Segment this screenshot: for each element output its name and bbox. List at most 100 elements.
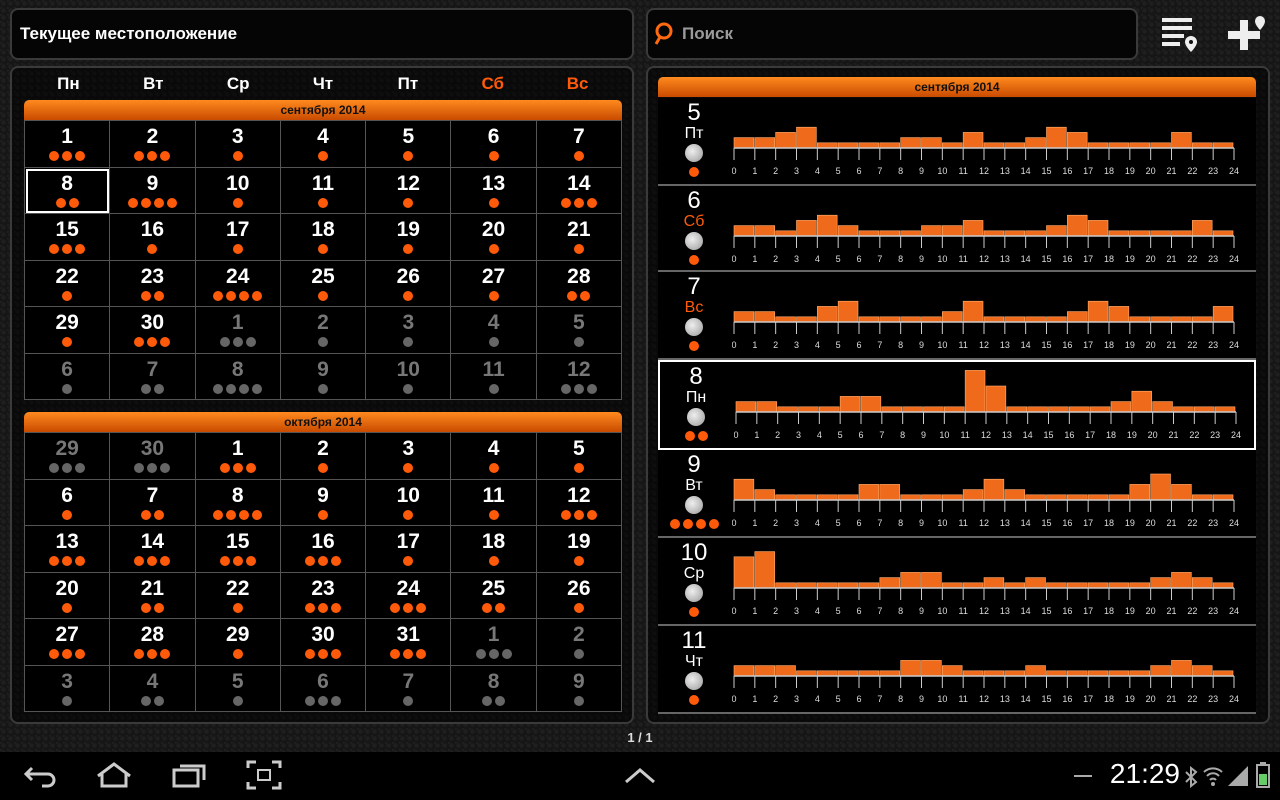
calendar-day-cell[interactable]: 4 — [451, 307, 537, 354]
calendar-day-cell[interactable]: 28 — [536, 260, 622, 307]
calendar-day-cell[interactable]: 21 — [536, 214, 622, 261]
calendar-day-cell[interactable]: 23 — [280, 572, 367, 619]
back-icon[interactable] — [22, 760, 58, 790]
calendar-day-cell[interactable]: 22 — [195, 572, 281, 619]
calendar-day-cell[interactable]: 18 — [280, 214, 367, 261]
calendar-day-cell[interactable]: 24 — [366, 572, 452, 619]
calendar-day-cell[interactable]: 16 — [110, 214, 196, 261]
calendar-day-cell[interactable]: 6 — [25, 353, 111, 400]
calendar-day-cell[interactable]: 30 — [280, 619, 367, 666]
calendar-day-cell[interactable]: 17 — [366, 526, 452, 573]
calendar-day-cell[interactable]: 8 — [451, 665, 537, 712]
calendar-day-cell[interactable]: 15 — [195, 526, 281, 573]
calendar-day-cell[interactable]: 6 — [25, 479, 111, 526]
calendar-day-cell[interactable]: 28 — [110, 619, 196, 666]
calendar-day-cell[interactable]: 1 — [195, 307, 281, 354]
calendar-day-cell[interactable]: 7 — [110, 479, 196, 526]
calendar-day-cell[interactable]: 27 — [451, 260, 537, 307]
calendar-day-cell[interactable]: 11 — [451, 479, 537, 526]
calendar-day-cell[interactable]: 3 — [366, 433, 452, 480]
calendar-day-cell[interactable]: 13 — [451, 167, 537, 214]
calendar-day-cell[interactable]: 31 — [366, 619, 452, 666]
calendar-day-cell[interactable]: 2 — [110, 121, 196, 168]
calendar-day-cell[interactable]: 30 — [110, 307, 196, 354]
calendar-day-cell[interactable]: 10 — [366, 479, 452, 526]
calendar-day-cell[interactable]: 14 — [536, 167, 622, 214]
day-row[interactable]: 11 Чт 0 1 2 3 4 5 6 7 8 9 10 11 12 13 14 15 16 17 18 19 20 21 22… — [658, 626, 1256, 714]
calendar-day-cell[interactable]: 5 — [366, 121, 452, 168]
calendar-day-cell[interactable]: 2 — [536, 619, 622, 666]
calendar-day-cell[interactable]: 4 — [110, 665, 196, 712]
calendar-day-cell[interactable]: 12 — [536, 479, 622, 526]
calendar-day-cell[interactable]: 10 — [195, 167, 281, 214]
calendar-day-cell[interactable]: 6 — [280, 665, 367, 712]
calendar-day-cell[interactable]: 1 — [195, 433, 281, 480]
calendar-day-cell[interactable]: 8 — [195, 353, 281, 400]
search-input[interactable]: Поиск — [646, 8, 1138, 60]
calendar-day-cell[interactable]: 9 — [536, 665, 622, 712]
day-row[interactable]: 5 Пт 0 1 2 3 4 5 6 7 8 9 10 11 12 13 14 15 16 17 18 19 20 21 22 2… — [658, 98, 1256, 186]
screenshot-icon[interactable] — [246, 760, 282, 790]
calendar-day-cell[interactable]: 15 — [25, 214, 111, 261]
calendar-day-cell[interactable]: 25 — [280, 260, 367, 307]
calendar-day-cell[interactable]: 19 — [366, 214, 452, 261]
calendar-day-cell[interactable]: 8 — [25, 167, 111, 214]
calendar-day-cell[interactable]: 24 — [195, 260, 281, 307]
calendar-day-cell[interactable]: 3 — [366, 307, 452, 354]
calendar-day-cell[interactable]: 6 — [451, 121, 537, 168]
add-location-icon[interactable] — [1226, 14, 1266, 54]
calendar-day-cell[interactable]: 20 — [25, 572, 111, 619]
calendar-day-cell[interactable]: 12 — [366, 167, 452, 214]
calendar-day-cell[interactable]: 17 — [195, 214, 281, 261]
calendar-day-cell[interactable]: 18 — [451, 526, 537, 573]
calendar-day-cell[interactable]: 30 — [110, 433, 196, 480]
calendar-day-cell[interactable]: 1 — [451, 619, 537, 666]
calendar-day-cell[interactable]: 11 — [280, 167, 367, 214]
calendar-day-cell[interactable]: 8 — [195, 479, 281, 526]
calendar-day-cell[interactable]: 2 — [280, 307, 367, 354]
recent-apps-icon[interactable] — [172, 760, 208, 790]
calendar-day-cell[interactable]: 21 — [110, 572, 196, 619]
calendar-day-cell[interactable]: 5 — [195, 665, 281, 712]
day-row[interactable]: 9 Вт 0 1 2 3 4 5 6 7 8 9 10 11 12 13 14 15 16 17 18 19 20 21 22 2… — [658, 450, 1256, 538]
location-field[interactable]: Текущее местоположение — [10, 8, 634, 60]
calendar-day-cell[interactable]: 5 — [536, 307, 622, 354]
calendar-day-cell[interactable]: 3 — [195, 121, 281, 168]
day-row[interactable]: 8 Пн 0 1 2 3 4 5 6 7 8 9 10 11 12 13 14 15 16 17 18 19 20 21 22 2… — [658, 360, 1256, 450]
calendar-day-cell[interactable]: 14 — [110, 526, 196, 573]
calendar-day-cell[interactable]: 16 — [280, 526, 367, 573]
calendar-day-cell[interactable]: 23 — [110, 260, 196, 307]
day-row[interactable]: 10 Ср 0 1 2 3 4 5 6 7 8 9 10 11 12 13 14 15 16 17 18 19 20 21 22… — [658, 538, 1256, 626]
calendar-day-cell[interactable]: 11 — [451, 353, 537, 400]
calendar-day-cell[interactable]: 3 — [25, 665, 111, 712]
calendar-day-cell[interactable]: 12 — [536, 353, 622, 400]
calendar-day-cell[interactable]: 29 — [195, 619, 281, 666]
calendar-day-cell[interactable]: 22 — [25, 260, 111, 307]
calendar-day-cell[interactable]: 10 — [366, 353, 452, 400]
calendar-day-cell[interactable]: 19 — [536, 526, 622, 573]
calendar-day-cell[interactable]: 7 — [366, 665, 452, 712]
day-row[interactable]: 6 Сб 0 1 2 3 4 5 6 7 8 9 10 11 12 13 14 15 16 17 18 19 20 21 22 2… — [658, 186, 1256, 272]
chevron-up-icon[interactable] — [624, 766, 656, 786]
calendar-day-cell[interactable]: 9 — [280, 353, 367, 400]
calendar-day-cell[interactable]: 25 — [451, 572, 537, 619]
calendar-day-cell[interactable]: 13 — [25, 526, 111, 573]
calendar-day-cell[interactable]: 29 — [25, 307, 111, 354]
list-location-icon[interactable] — [1160, 14, 1200, 54]
calendar-day-cell[interactable]: 29 — [25, 433, 111, 480]
calendar-day-cell[interactable]: 27 — [25, 619, 111, 666]
calendar-day-cell[interactable]: 9 — [280, 479, 367, 526]
calendar-day-cell[interactable]: 1 — [25, 121, 111, 168]
calendar-day-cell[interactable]: 7 — [110, 353, 196, 400]
calendar-day-cell[interactable]: 5 — [536, 433, 622, 480]
calendar-day-cell[interactable]: 26 — [366, 260, 452, 307]
calendar-day-cell[interactable]: 26 — [536, 572, 622, 619]
calendar-day-cell[interactable]: 2 — [280, 433, 367, 480]
calendar-day-cell[interactable]: 4 — [451, 433, 537, 480]
home-icon[interactable] — [94, 760, 134, 790]
calendar-day-cell[interactable]: 4 — [280, 121, 367, 168]
calendar-day-cell[interactable]: 9 — [110, 167, 196, 214]
calendar-day-cell[interactable]: 20 — [451, 214, 537, 261]
calendar-day-cell[interactable]: 7 — [536, 121, 622, 168]
day-row[interactable]: 7 Вс 0 1 2 3 4 5 6 7 8 9 10 11 12 13 14 15 16 17 18 19 20 21 22 2… — [658, 272, 1256, 360]
